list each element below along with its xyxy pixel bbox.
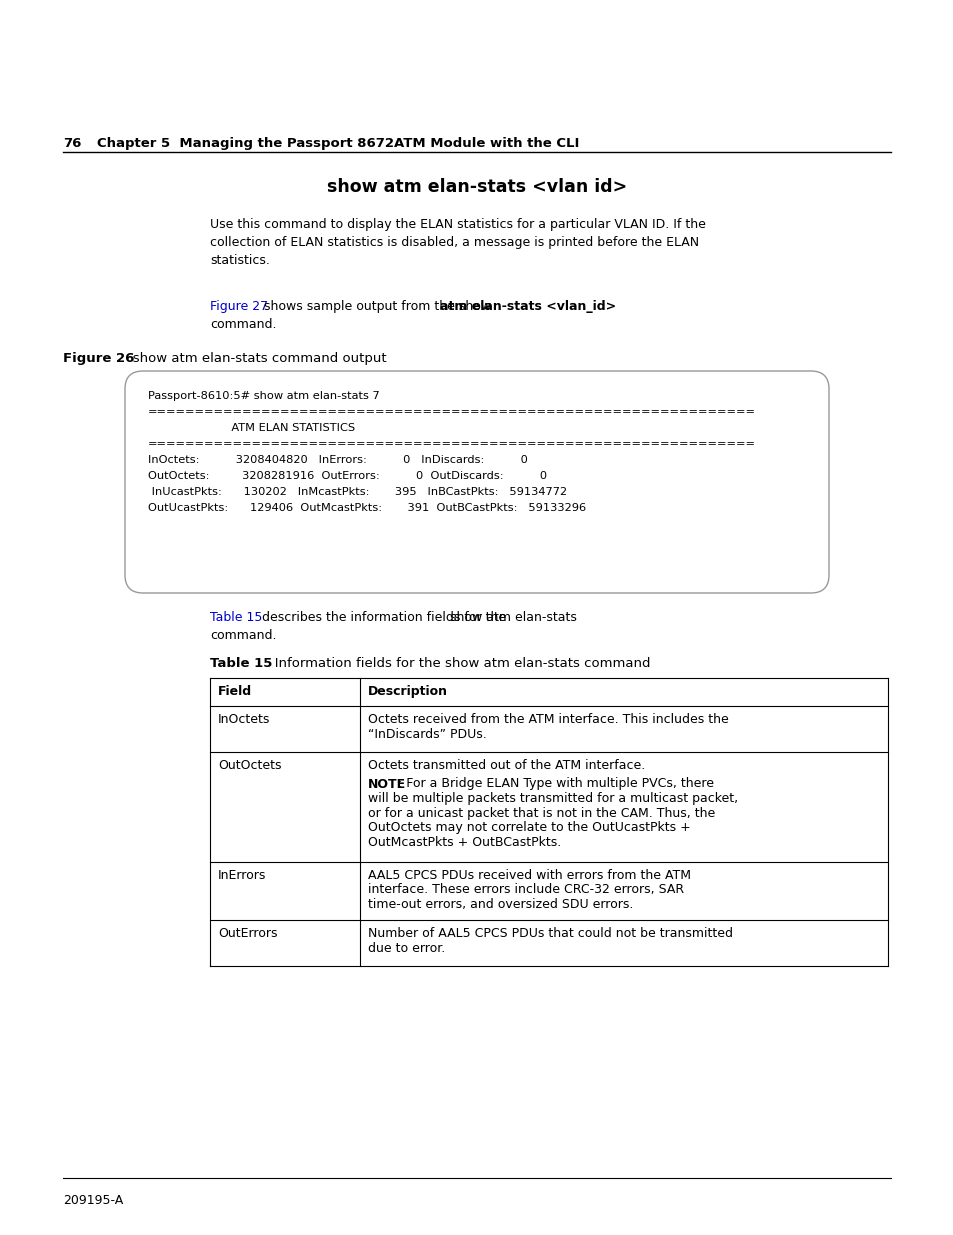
Text: OutUcastPkts:      129406  OutMcastPkts:       391  OutBCastPkts:   59133296: OutUcastPkts: 129406 OutMcastPkts: 391 O… [148, 503, 585, 513]
Text: Description: Description [368, 685, 448, 698]
Text: InOctets: InOctets [218, 713, 270, 726]
Text: Use this command to display the ELAN statistics for a particular VLAN ID. If the: Use this command to display the ELAN sta… [210, 219, 705, 231]
Text: Figure 27: Figure 27 [210, 300, 268, 312]
Text: shows sample output from the show: shows sample output from the show [260, 300, 495, 312]
Text: will be multiple packets transmitted for a multicast packet,: will be multiple packets transmitted for… [368, 792, 738, 805]
FancyBboxPatch shape [125, 370, 828, 593]
Text: “InDiscards” PDUs.: “InDiscards” PDUs. [368, 727, 486, 741]
Text: atm elan-stats <vlan_id>: atm elan-stats <vlan_id> [439, 300, 616, 312]
Text: Passport-8610:5# show atm elan-stats 7: Passport-8610:5# show atm elan-stats 7 [148, 391, 379, 401]
Text: Table 15: Table 15 [210, 657, 273, 671]
Text: 76: 76 [63, 137, 81, 149]
Text: OutOctets:         3208281916  OutErrors:          0  OutDiscards:          0: OutOctets: 3208281916 OutErrors: 0 OutDi… [148, 471, 547, 480]
Text: Octets transmitted out of the ATM interface.: Octets transmitted out of the ATM interf… [368, 760, 644, 772]
Text: InErrors: InErrors [218, 869, 266, 882]
Text: : For a Bridge ELAN Type with multiple PVCs, there: : For a Bridge ELAN Type with multiple P… [397, 778, 713, 790]
Text: 209195-A: 209195-A [63, 1194, 123, 1207]
Text: due to error.: due to error. [368, 941, 445, 955]
Text: or for a unicast packet that is not in the CAM. Thus, the: or for a unicast packet that is not in t… [368, 806, 715, 820]
Text: command.: command. [210, 629, 276, 642]
Text: time-out errors, and oversized SDU errors.: time-out errors, and oversized SDU error… [368, 898, 633, 911]
Text: AAL5 CPCS PDUs received with errors from the ATM: AAL5 CPCS PDUs received with errors from… [368, 869, 690, 882]
Text: OutOctets may not correlate to the OutUcastPkts +: OutOctets may not correlate to the OutUc… [368, 821, 690, 834]
Text: OutErrors: OutErrors [218, 927, 277, 940]
Text: Chapter 5  Managing the Passport 8672ATM Module with the CLI: Chapter 5 Managing the Passport 8672ATM … [97, 137, 578, 149]
Text: Figure 26: Figure 26 [63, 352, 134, 366]
Text: ATM ELAN STATISTICS: ATM ELAN STATISTICS [148, 424, 355, 433]
Text: Number of AAL5 CPCS PDUs that could not be transmitted: Number of AAL5 CPCS PDUs that could not … [368, 927, 732, 940]
Text: show atm elan-stats: show atm elan-stats [450, 611, 577, 624]
Text: InOctets:          3208404820   InErrors:          0   InDiscards:          0: InOctets: 3208404820 InErrors: 0 InDisca… [148, 454, 527, 466]
Text: interface. These errors include CRC-32 errors, SAR: interface. These errors include CRC-32 e… [368, 883, 683, 897]
Text: show atm elan-stats <vlan id>: show atm elan-stats <vlan id> [327, 178, 626, 196]
Text: Information fields for the show atm elan-stats command: Information fields for the show atm elan… [262, 657, 650, 671]
Text: OutOctets: OutOctets [218, 760, 281, 772]
Text: OutMcastPkts + OutBCastPkts.: OutMcastPkts + OutBCastPkts. [368, 836, 560, 848]
Text: collection of ELAN statistics is disabled, a message is printed before the ELAN: collection of ELAN statistics is disable… [210, 236, 699, 249]
Text: ================================================================: ========================================… [148, 438, 755, 450]
Text: statistics.: statistics. [210, 254, 270, 267]
Text: show atm elan-stats command output: show atm elan-stats command output [120, 352, 386, 366]
Text: InUcastPkts:      130202   InMcastPkts:       395   InBCastPkts:   59134772: InUcastPkts: 130202 InMcastPkts: 395 InB… [148, 487, 566, 496]
Text: NOTE: NOTE [368, 778, 406, 790]
Text: Field: Field [218, 685, 252, 698]
Text: Octets received from the ATM interface. This includes the: Octets received from the ATM interface. … [368, 713, 728, 726]
Text: ================================================================: ========================================… [148, 408, 755, 417]
Text: Table 15: Table 15 [210, 611, 262, 624]
Text: command.: command. [210, 317, 276, 331]
Text: describes the information fields for the: describes the information fields for the [257, 611, 510, 624]
